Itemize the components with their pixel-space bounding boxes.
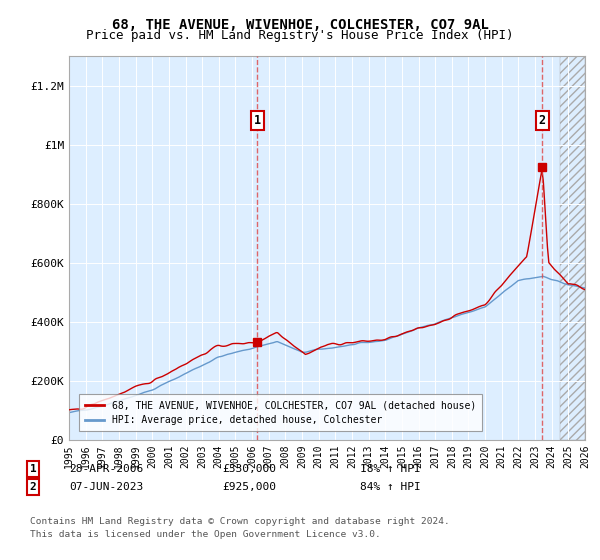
Text: 28-APR-2006: 28-APR-2006 (69, 464, 143, 474)
Text: Price paid vs. HM Land Registry's House Price Index (HPI): Price paid vs. HM Land Registry's House … (86, 29, 514, 42)
Text: 1: 1 (29, 464, 37, 474)
Text: £925,000: £925,000 (222, 482, 276, 492)
Text: 07-JUN-2023: 07-JUN-2023 (69, 482, 143, 492)
Text: 84% ↑ HPI: 84% ↑ HPI (360, 482, 421, 492)
Text: 2: 2 (539, 114, 546, 128)
Text: Contains HM Land Registry data © Crown copyright and database right 2024.: Contains HM Land Registry data © Crown c… (30, 517, 450, 526)
Text: 1: 1 (254, 114, 261, 128)
Text: 18% ↑ HPI: 18% ↑ HPI (360, 464, 421, 474)
Text: This data is licensed under the Open Government Licence v3.0.: This data is licensed under the Open Gov… (30, 530, 381, 539)
Text: 2: 2 (29, 482, 37, 492)
Legend: 68, THE AVENUE, WIVENHOE, COLCHESTER, CO7 9AL (detached house), HPI: Average pri: 68, THE AVENUE, WIVENHOE, COLCHESTER, CO… (79, 394, 482, 431)
Text: £330,000: £330,000 (222, 464, 276, 474)
Text: 68, THE AVENUE, WIVENHOE, COLCHESTER, CO7 9AL: 68, THE AVENUE, WIVENHOE, COLCHESTER, CO… (112, 18, 488, 32)
Bar (560, 56, 585, 440)
